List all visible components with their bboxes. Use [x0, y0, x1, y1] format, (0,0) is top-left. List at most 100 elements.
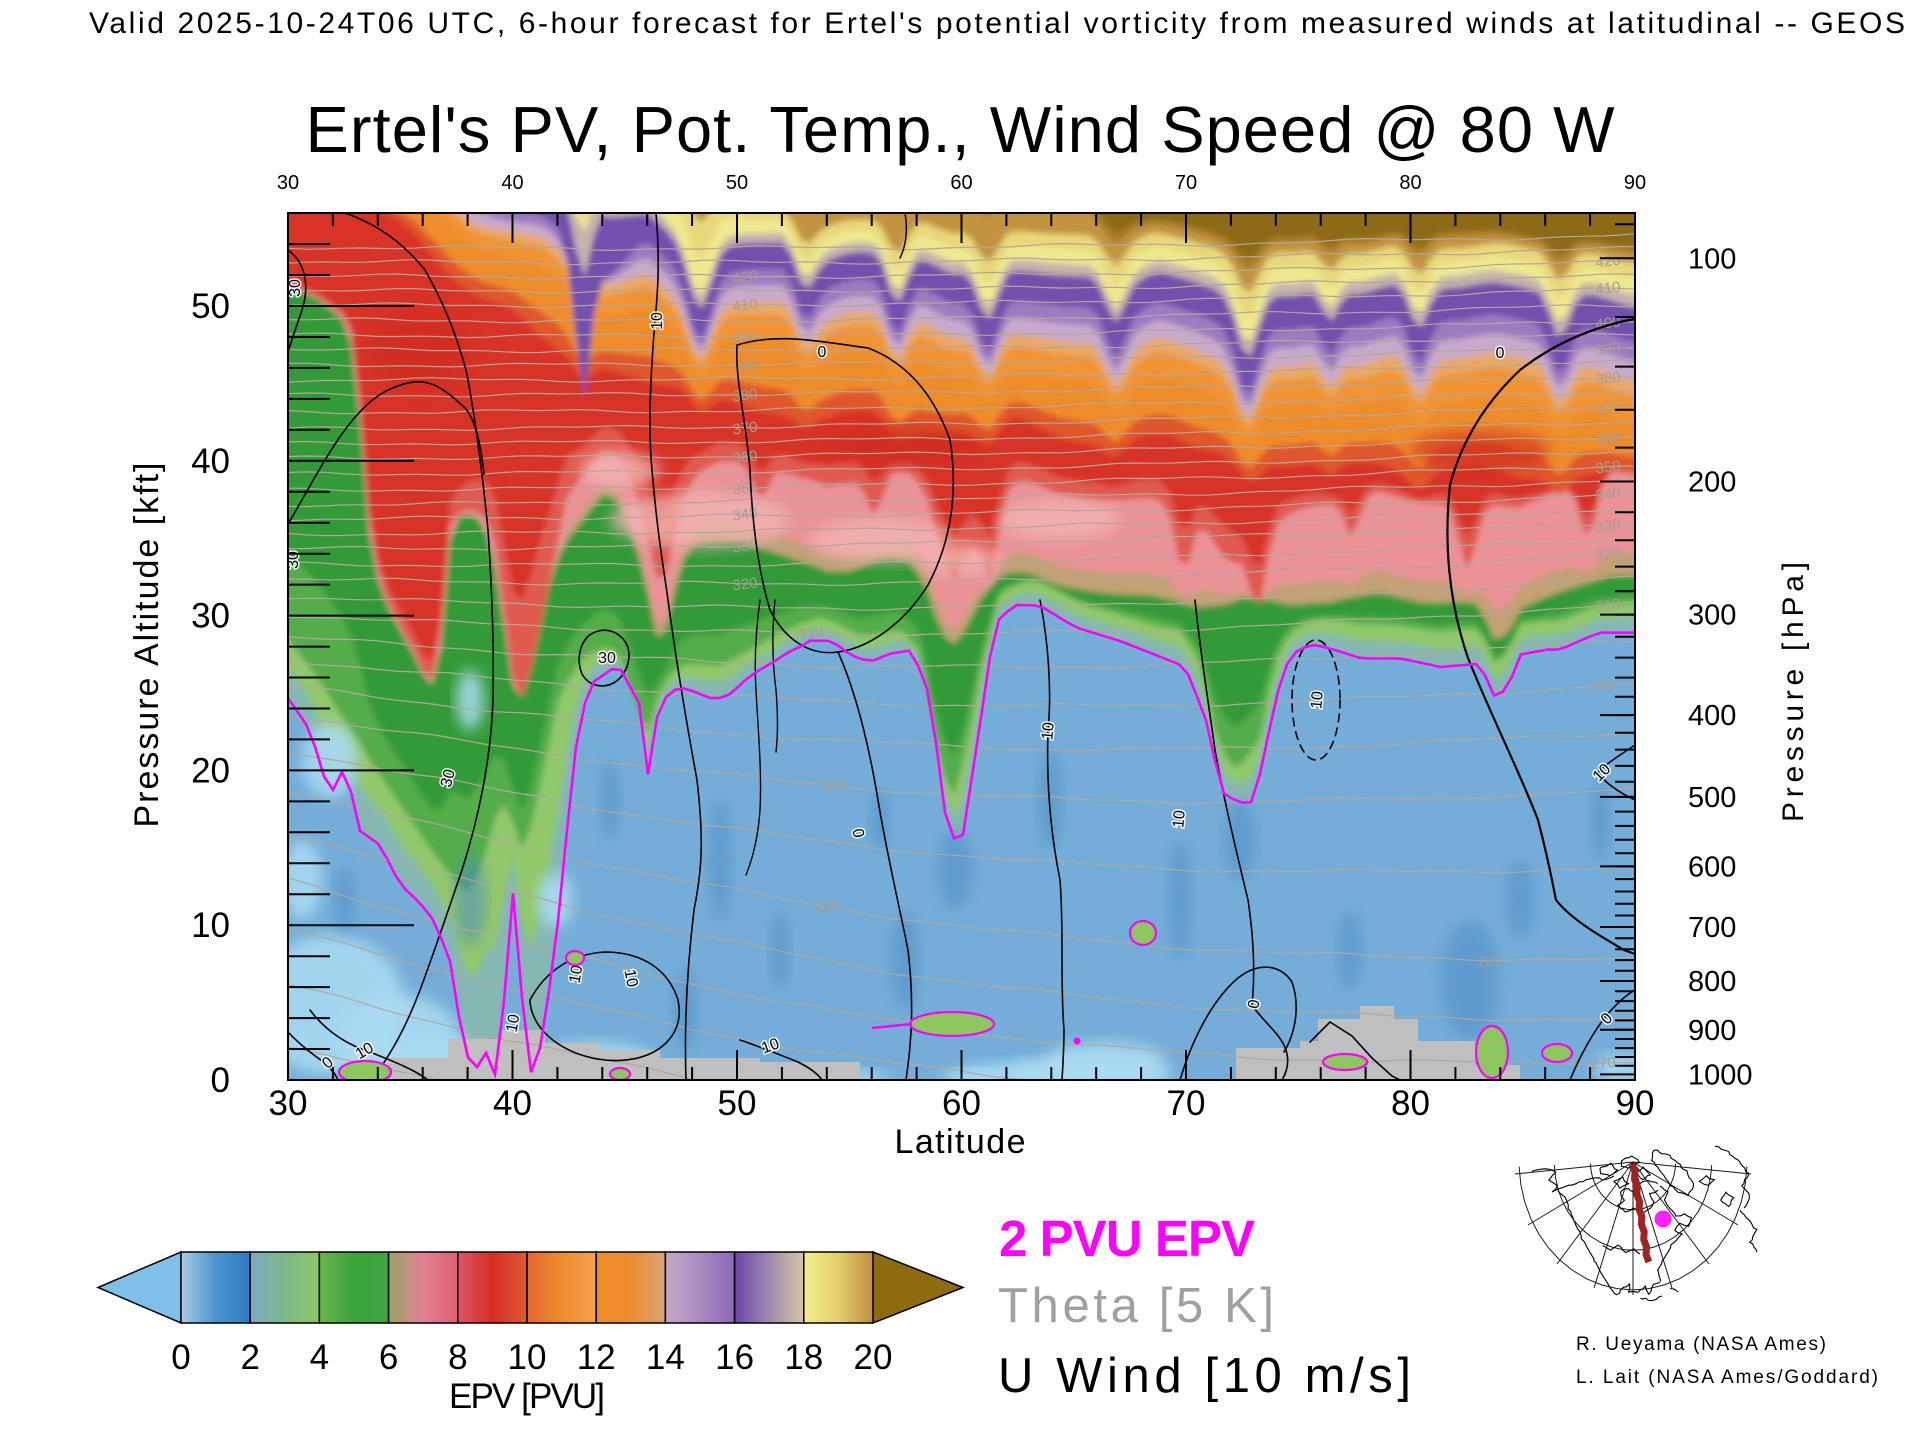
svg-text:310: 310 [798, 624, 825, 644]
svg-text:100: 100 [1688, 243, 1736, 275]
svg-text:R. Ueyama (NASA Ames): R. Ueyama (NASA Ames) [1576, 1334, 1826, 1355]
svg-text:800: 800 [1688, 966, 1736, 998]
svg-text:340: 340 [1595, 485, 1622, 505]
svg-text:10: 10 [1170, 809, 1188, 828]
svg-text:18: 18 [784, 1338, 823, 1377]
svg-text:290: 290 [820, 776, 847, 796]
svg-text:10: 10 [759, 1035, 782, 1057]
svg-text:40: 40 [493, 1084, 532, 1123]
svg-text:1000: 1000 [1688, 1059, 1753, 1091]
svg-text:30: 30 [285, 551, 302, 569]
svg-text:0: 0 [848, 827, 866, 839]
svg-text:Pressure [hPa]: Pressure [hPa] [1777, 562, 1810, 822]
svg-text:30: 30 [269, 1084, 308, 1123]
svg-text:50: 50 [191, 287, 230, 326]
svg-text:50: 50 [726, 172, 748, 194]
svg-text:360: 360 [732, 448, 759, 468]
svg-text:8: 8 [448, 1338, 467, 1377]
svg-text:420: 420 [1595, 252, 1622, 272]
svg-text:20: 20 [191, 751, 230, 790]
svg-text:50: 50 [718, 1084, 757, 1123]
svg-text:410: 410 [1595, 279, 1622, 299]
svg-text:20: 20 [854, 1338, 893, 1377]
svg-text:30: 30 [287, 279, 304, 297]
svg-text:40: 40 [501, 172, 523, 194]
svg-text:Ertel's PV, Pot. Temp., Wind S: Ertel's PV, Pot. Temp., Wind Speed @ 80 … [306, 93, 1616, 166]
svg-text:10: 10 [567, 964, 587, 985]
svg-text:900: 900 [1688, 1015, 1736, 1047]
svg-text:10: 10 [508, 1338, 547, 1377]
svg-text:420: 420 [732, 268, 759, 288]
svg-text:10: 10 [353, 1039, 377, 1063]
svg-text:L. Lait (NASA Ames/Goddard): L. Lait (NASA Ames/Goddard) [1576, 1367, 1878, 1388]
svg-text:6: 6 [379, 1338, 398, 1377]
svg-text:350: 350 [1595, 458, 1622, 478]
svg-text:370: 370 [1595, 399, 1622, 419]
svg-text:10: 10 [1308, 690, 1326, 709]
svg-text:60: 60 [942, 1084, 981, 1123]
svg-text:400: 400 [1595, 314, 1622, 334]
svg-text:350: 350 [732, 479, 759, 499]
svg-text:380: 380 [732, 386, 759, 406]
svg-text:U Wind [10 m/s]: U Wind [10 m/s] [998, 1349, 1411, 1403]
svg-text:Valid 2025-10-24T06 UTC, 6-hou: Valid 2025-10-24T06 UTC, 6-hour forecast… [89, 7, 1905, 40]
svg-text:10: 10 [1308, 690, 1326, 709]
svg-text:300: 300 [1590, 677, 1617, 697]
svg-text:200: 200 [1688, 467, 1736, 499]
svg-text:10: 10 [567, 964, 587, 985]
svg-text:12: 12 [577, 1338, 616, 1377]
svg-text:Pressure Altitude [kft]: Pressure Altitude [kft] [128, 463, 166, 828]
svg-text:10: 10 [1039, 721, 1057, 740]
svg-text:0: 0 [171, 1338, 190, 1377]
svg-text:EPV [PVU]: EPV [PVU] [449, 1377, 605, 1416]
svg-text:0: 0 [211, 1061, 230, 1100]
svg-text:30: 30 [191, 597, 230, 636]
svg-text:70: 70 [1167, 1084, 1206, 1123]
svg-text:90: 90 [1616, 1084, 1655, 1123]
svg-text:280: 280 [814, 897, 841, 917]
svg-text:410: 410 [732, 296, 759, 316]
svg-text:4: 4 [310, 1338, 329, 1377]
svg-text:Theta [5 K]: Theta [5 K] [998, 1279, 1274, 1333]
svg-text:320: 320 [732, 575, 759, 595]
svg-text:10: 10 [1170, 809, 1188, 828]
svg-text:30: 30 [598, 650, 616, 667]
svg-text:30: 30 [438, 767, 459, 789]
svg-text:0: 0 [1245, 998, 1263, 1010]
svg-text:400: 400 [1688, 700, 1736, 732]
svg-text:2: 2 [240, 1338, 259, 1377]
svg-text:30: 30 [287, 279, 304, 297]
svg-text:330: 330 [732, 537, 759, 557]
svg-text:Latitude: Latitude [895, 1123, 1026, 1161]
svg-text:10: 10 [1039, 721, 1057, 740]
svg-text:10: 10 [504, 1013, 524, 1034]
svg-text:30: 30 [598, 650, 616, 667]
svg-text:300: 300 [1688, 600, 1736, 632]
svg-text:320: 320 [1595, 545, 1622, 565]
svg-text:0: 0 [818, 344, 827, 361]
svg-text:270: 270 [1590, 1054, 1617, 1074]
svg-text:390: 390 [1595, 340, 1622, 360]
svg-text:0: 0 [1496, 345, 1505, 362]
svg-text:10: 10 [191, 906, 230, 945]
svg-text:10: 10 [621, 968, 641, 989]
svg-text:16: 16 [715, 1338, 754, 1377]
svg-text:360: 360 [1595, 429, 1622, 449]
svg-text:500: 500 [1688, 782, 1736, 814]
svg-text:14: 14 [646, 1338, 685, 1377]
svg-text:280: 280 [1477, 952, 1504, 972]
svg-text:90: 90 [1624, 172, 1646, 194]
svg-text:80: 80 [1399, 172, 1421, 194]
svg-text:0: 0 [818, 344, 827, 361]
svg-text:10: 10 [504, 1013, 524, 1034]
svg-text:10: 10 [621, 968, 641, 989]
svg-text:400: 400 [732, 328, 759, 348]
svg-text:340: 340 [732, 505, 759, 525]
svg-text:60: 60 [950, 172, 972, 194]
svg-text:700: 700 [1688, 912, 1736, 944]
svg-text:30: 30 [285, 551, 302, 569]
svg-text:600: 600 [1688, 851, 1736, 883]
svg-text:310: 310 [1595, 596, 1622, 616]
svg-text:330: 330 [1595, 517, 1622, 537]
svg-text:80: 80 [1391, 1084, 1430, 1123]
